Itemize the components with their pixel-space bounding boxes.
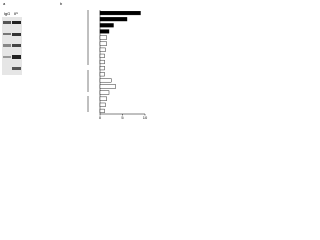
band [3,44,11,47]
band [3,33,11,35]
bar [99,47,106,52]
panel-label: b [60,1,63,6]
band [3,21,11,24]
band [3,56,11,58]
lane-label: IP [14,11,18,16]
bar [99,108,105,113]
figure: a b IgG IP 0 5 10 [2,1,148,120]
bar [99,23,114,28]
x-tick-label: 0 [99,115,102,120]
bar [99,102,106,107]
blot [2,17,22,75]
band [12,55,21,59]
x-tick-label: 10 [143,115,148,120]
bar [99,96,107,101]
lane-label: IgG [4,11,10,16]
band [12,21,21,24]
band [12,33,21,36]
bar [99,72,105,77]
bar [99,84,116,89]
bar [99,11,141,16]
bar [99,35,107,40]
bar [99,41,107,46]
band [12,67,21,70]
x-tick-label: 5 [121,115,124,120]
band [12,44,21,47]
bar [99,53,105,58]
bar [99,29,110,34]
bar [99,59,105,65]
bar [99,78,112,83]
bar [99,17,128,22]
bar [99,66,105,71]
panel-label: a [3,1,6,6]
bar [99,90,110,95]
